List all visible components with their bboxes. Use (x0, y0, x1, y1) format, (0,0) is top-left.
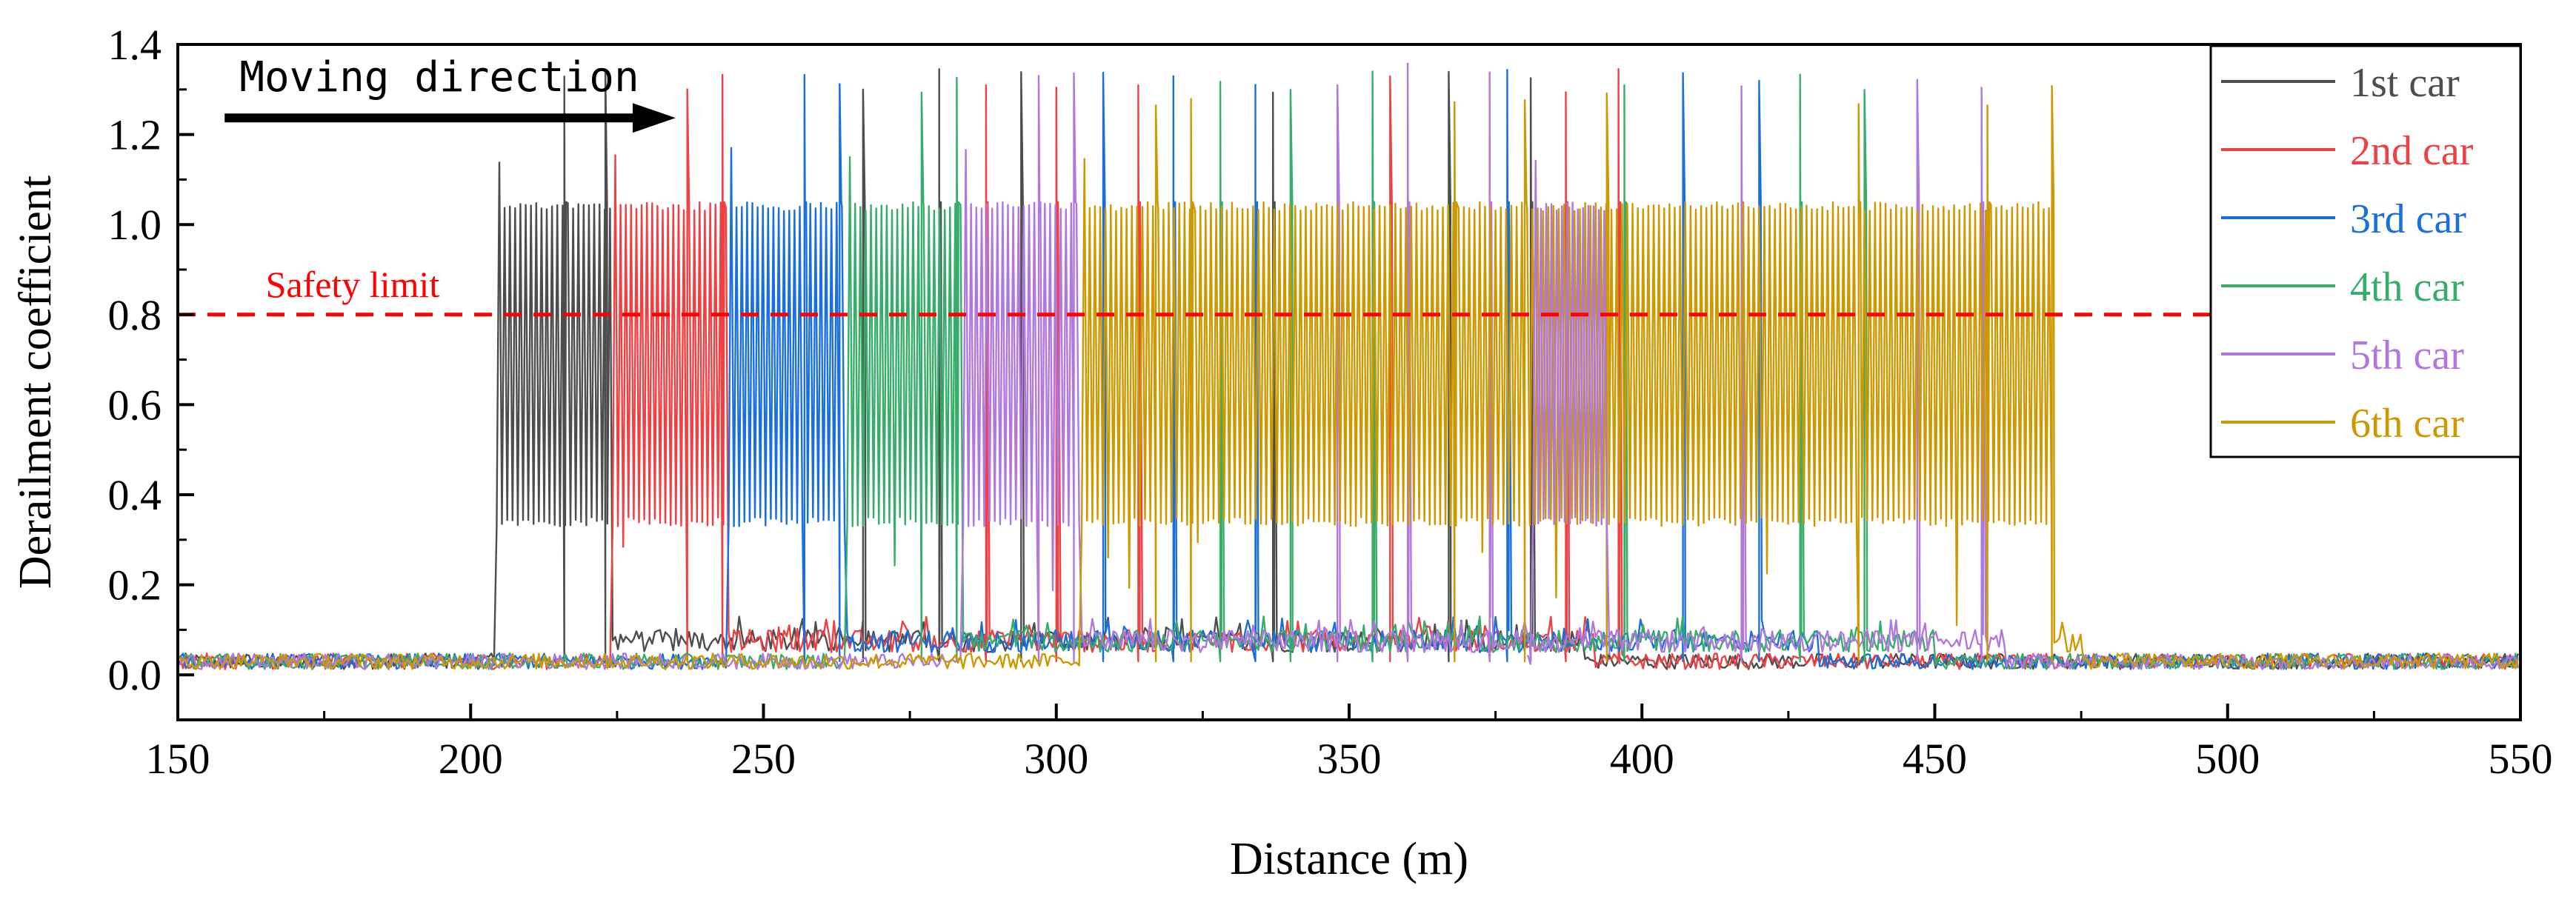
series-5th-car-line (178, 62, 2519, 670)
moving-direction-label: Moving direction (239, 53, 639, 101)
x-tick-label: 550 (2489, 735, 2553, 783)
y-tick-label: 0.4 (108, 471, 162, 519)
series-1st-car-line (178, 68, 2519, 670)
legend-label: 6th car (2350, 401, 2464, 447)
x-tick-label: 400 (1610, 735, 1674, 783)
y-tick-label: 0.0 (108, 651, 162, 699)
y-tick-label: 1.2 (108, 111, 162, 159)
arrow-head-icon (632, 103, 676, 133)
legend-box (2209, 44, 2522, 458)
x-tick-label: 450 (1903, 735, 1967, 783)
y-tick-label: 1.0 (108, 201, 162, 249)
x-tick-label: 250 (731, 735, 796, 783)
x-tick-label: 200 (439, 735, 503, 783)
y-tick-label: 0.6 (108, 381, 162, 429)
x-axis-title: Distance (m) (1230, 834, 1468, 884)
series-5th-car-overlay (1526, 159, 1611, 665)
legend-label: 2nd car (2350, 128, 2474, 174)
series-6th-car-line (178, 84, 2519, 670)
y-tick-label: 1.4 (108, 21, 162, 69)
safety-limit-label: Safety limit (266, 264, 440, 305)
legend-label: 5th car (2350, 333, 2464, 378)
legend-label: 1st car (2350, 60, 2460, 106)
y-axis-title: Derailment coefficient (10, 176, 61, 589)
y-tick-label: 0.8 (108, 291, 162, 339)
x-tick-label: 350 (1317, 735, 1382, 783)
y-tick-label: 0.2 (108, 561, 162, 610)
x-tick-label: 500 (2195, 735, 2260, 783)
legend-label: 4th car (2350, 264, 2464, 310)
x-tick-label: 300 (1024, 735, 1088, 783)
legend-label: 3rd car (2350, 196, 2466, 242)
x-tick-label: 150 (146, 735, 210, 783)
